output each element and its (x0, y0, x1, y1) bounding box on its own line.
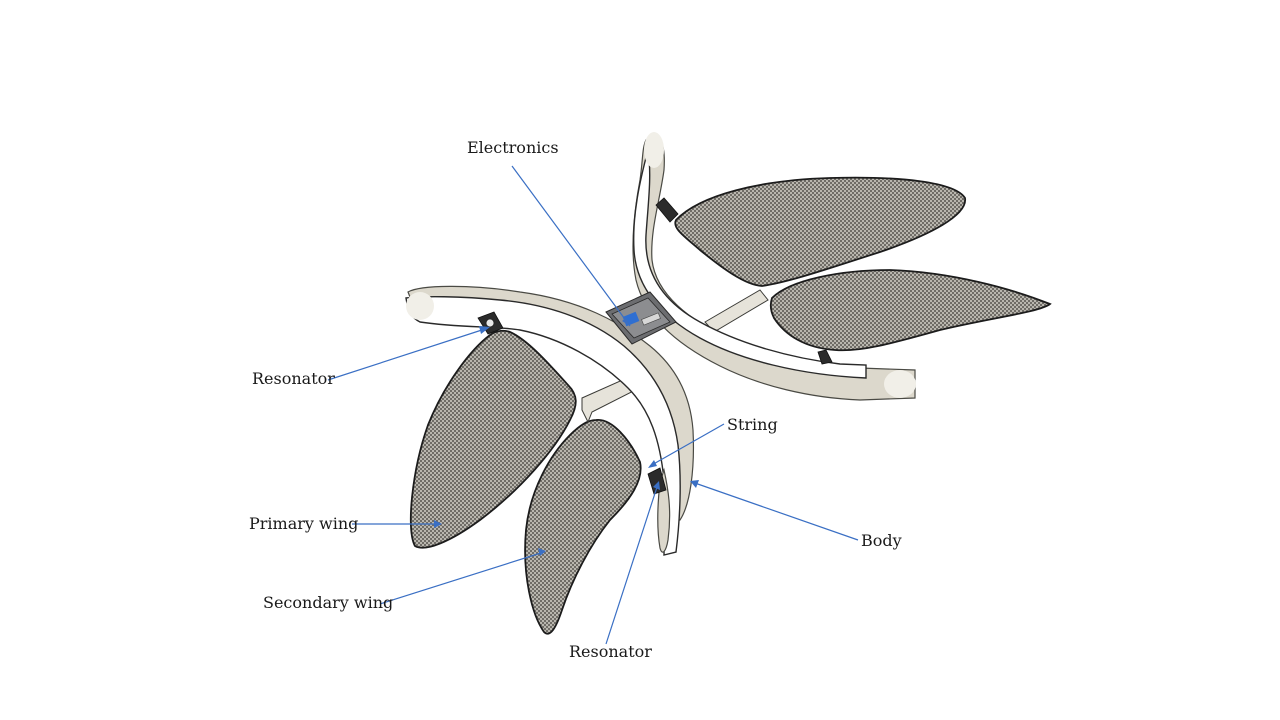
body-label: Body (861, 531, 902, 550)
body-arrowhead (690, 480, 699, 488)
primary-wing-label: Primary wing (249, 514, 358, 533)
body-top-end-cap (644, 132, 664, 168)
resonator-right-part (817, 349, 833, 365)
string-label: String (727, 415, 778, 434)
secondary-wing-arrowhead (538, 548, 546, 556)
primary-wing (409, 329, 577, 549)
string-arrowhead (648, 460, 657, 468)
resonator-bottom-part (647, 467, 667, 495)
secondary-wing-leader-line (379, 551, 545, 605)
upper-right-primary-wing (674, 176, 966, 287)
wings (409, 176, 1052, 635)
primary-wing-arrowhead (434, 520, 442, 528)
resonator-left-arrowhead (479, 326, 490, 334)
electronics-label: Electronics (467, 138, 559, 157)
string-leader-line (649, 423, 725, 467)
right-secondary-wing (769, 269, 1052, 352)
electronics-board (605, 291, 677, 345)
secondary-wing-label: Secondary wing (263, 593, 393, 612)
resonator-bottom-arrowhead (653, 481, 660, 490)
body-leader-line (691, 481, 859, 541)
secondary-wing (524, 419, 642, 635)
resonator-bottom-label: Resonator (569, 642, 652, 661)
body-upper-arm-wall (632, 149, 867, 379)
leader-lines (327, 165, 859, 645)
resonator-left-leader-line (327, 327, 489, 381)
electronics-arrowhead (622, 318, 630, 326)
resonators (477, 197, 833, 495)
resonator-bottom-leader-line (605, 483, 659, 645)
body-right-end-cap (884, 370, 916, 398)
resonator-top-part (655, 197, 679, 223)
electronics-leader-line (511, 165, 631, 327)
resonator-left-label: Resonator (252, 369, 335, 388)
labels: Electronics Resonator String Primary win… (249, 138, 902, 661)
body (405, 132, 916, 556)
body-left-end-cap (406, 292, 434, 320)
right-strut (704, 289, 769, 333)
